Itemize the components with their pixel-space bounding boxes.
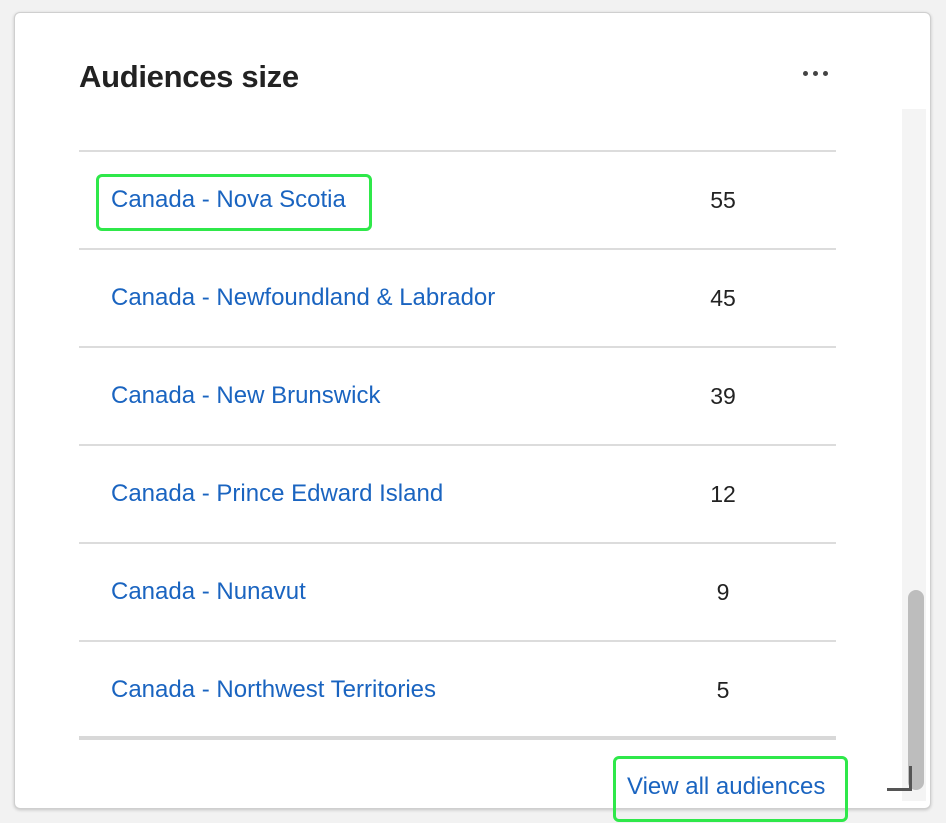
audience-row: Canada - Prince Edward Island 12: [79, 446, 836, 544]
audience-name[interactable]: Canada - New Brunswick: [111, 382, 381, 409]
audience-count: 39: [710, 383, 736, 409]
audience-row: Canada - Nova Scotia 55: [79, 152, 836, 250]
audiences-card: Audiences size Canada - Manitoba65Canada…: [14, 12, 931, 809]
audience-count: 55: [710, 187, 736, 213]
audience-name[interactable]: Canada - Nova Scotia: [111, 186, 346, 213]
audience-count: 5: [716, 677, 730, 703]
audience-name[interactable]: Canada - Nunavut: [111, 578, 306, 605]
scrollbar-thumb[interactable]: [908, 590, 924, 790]
audience-row: Canada - Northwest Territories 5: [79, 642, 836, 740]
resize-handle[interactable]: [887, 766, 912, 791]
view-all-link[interactable]: View all audiences: [627, 773, 826, 800]
audience-row: Canada - Nunavut 9: [79, 544, 836, 642]
audience-count: 45: [710, 285, 736, 311]
highlight-box: [613, 756, 848, 822]
audience-name[interactable]: Canada - Northwest Territories: [111, 676, 437, 703]
audience-name[interactable]: Canada - Manitoba: [111, 110, 315, 150]
card-title: Audiences size: [79, 59, 299, 94]
audience-name[interactable]: Canada - Prince Edward Island: [111, 480, 444, 507]
audience-list: Canada - Manitoba 65 Canada - Nova Scotia 5…: [79, 110, 836, 742]
audience-count: 12: [710, 481, 736, 507]
audience-count: 65: [679, 110, 767, 150]
audience-name[interactable]: Canada - Newfoundland & Labrador: [111, 284, 496, 311]
audience-count: 9: [716, 579, 730, 605]
audience-row: Canada - Manitoba 65: [79, 110, 836, 152]
audience-row: Canada - Newfoundland & Labrador 45: [79, 250, 836, 348]
highlight-box: [96, 174, 372, 231]
more-menu[interactable]: [803, 71, 828, 76]
audience-row: Canada - New Brunswick 39: [79, 348, 836, 446]
